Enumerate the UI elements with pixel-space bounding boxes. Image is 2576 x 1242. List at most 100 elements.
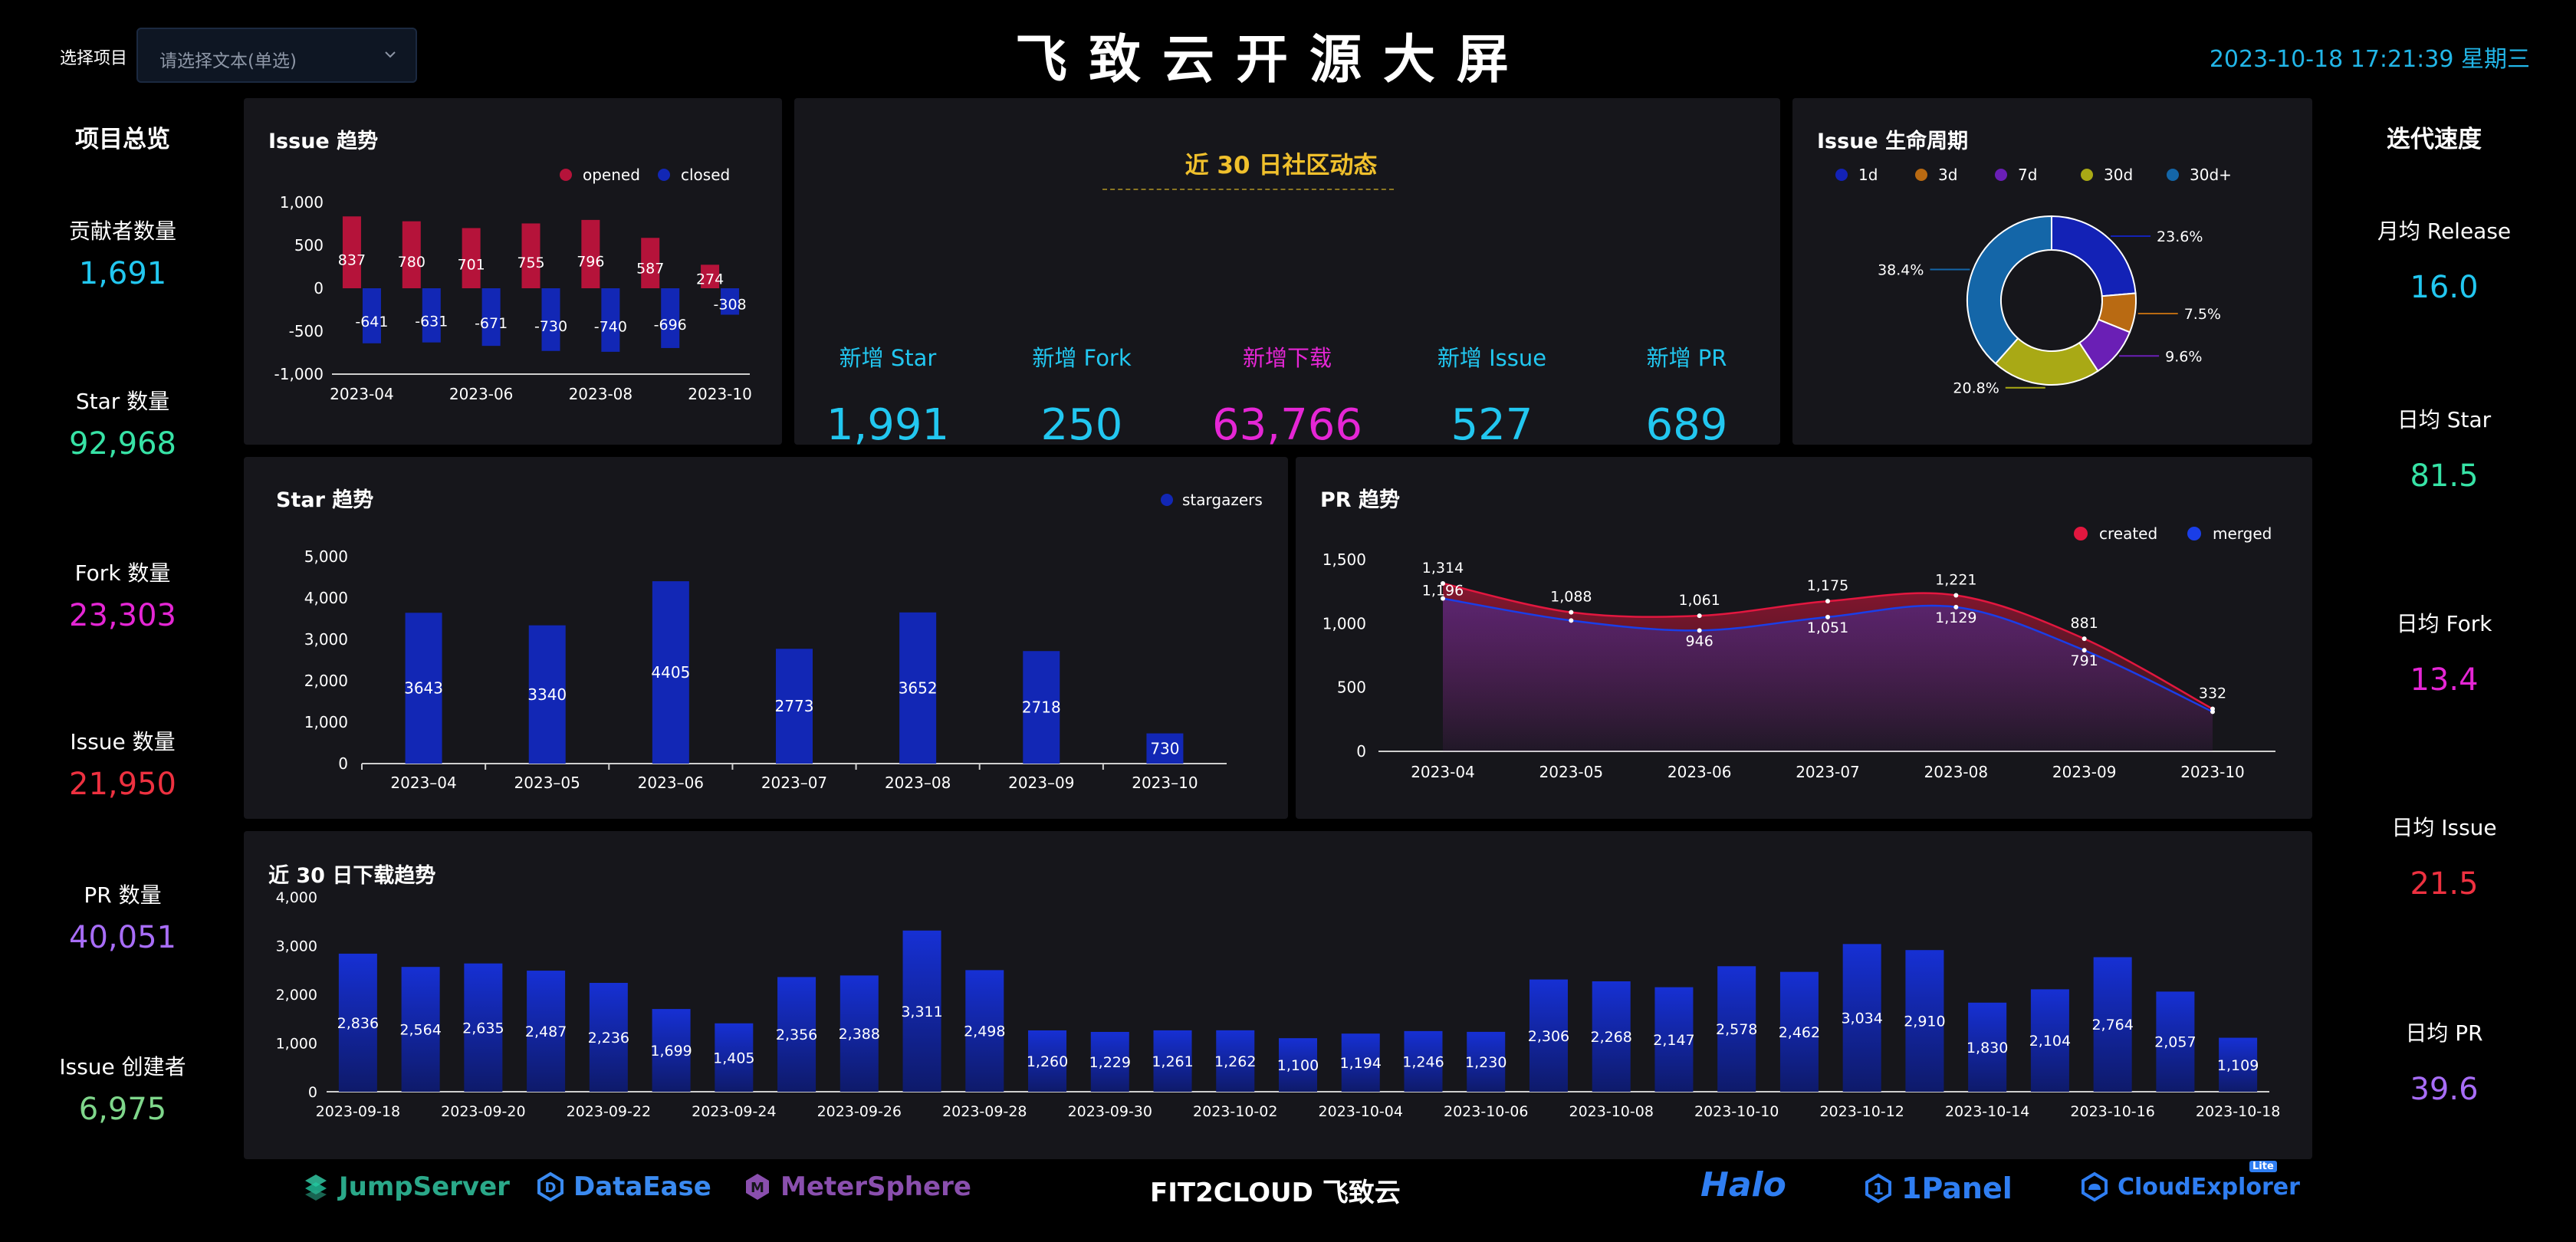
overview-heading: 项目总览 — [75, 126, 170, 153]
point-created — [1697, 613, 1702, 619]
bar-downloads — [1968, 1002, 2007, 1092]
x-tick-label: 2023-09-30 — [1068, 1103, 1152, 1120]
legend-label: closed — [681, 166, 730, 184]
data-label: 274 — [696, 271, 724, 288]
bar-downloads — [2093, 957, 2132, 1092]
legend-dot — [2167, 169, 2179, 181]
data-label: 2773 — [775, 697, 814, 715]
metersphere-logo[interactable]: M MeterSphere — [742, 1171, 971, 1202]
issue-trend-panel: Issue 趋势 1,000 500 0 -500 -1,000 837 -641 780 -6… — [244, 98, 782, 445]
data-label: -671 — [475, 315, 508, 332]
data-label: 2718 — [1022, 698, 1061, 717]
bar-downloads — [840, 975, 879, 1092]
bar-downloads — [2030, 989, 2069, 1092]
overview-stat-label: Issue 数量 — [70, 729, 176, 754]
jumpserver-logo[interactable]: JumpServer — [301, 1171, 510, 1202]
x-tick-label: 2023-10-06 — [1444, 1103, 1528, 1120]
y-tick-label: 2,000 — [276, 987, 317, 1004]
fit2cloud-logo[interactable]: FIT2CLOUD 飞致云 — [1150, 1171, 1401, 1209]
issue-lifecycle-chart: 23.6% 7.5% 9.6% 20.8% 38.4% 1d 3d 7d 30d 30d+ — [1835, 166, 2232, 397]
x-tick-label: 2023-04 — [330, 385, 394, 403]
bar-downloads — [401, 967, 440, 1092]
x-tick-label: 2023-10 — [2180, 763, 2245, 781]
x-tick-label: 2023-09 — [2052, 763, 2117, 781]
velocity-stat-value: 13.4 — [2410, 662, 2479, 698]
1panel-logo[interactable]: 1 1Panel — [1863, 1171, 2013, 1205]
x-tick-label: 2023-05 — [1539, 763, 1604, 781]
dataease-logo[interactable]: D DataEase — [535, 1171, 711, 1202]
data-label: 1,261 — [1152, 1053, 1193, 1070]
data-label: 2,578 — [1716, 1021, 1757, 1038]
bar-downloads — [652, 1009, 691, 1092]
pie-value-label: 20.8% — [1953, 380, 1999, 397]
bar-closed — [362, 288, 381, 343]
legend-dot — [1915, 169, 1927, 181]
star-trend-panel: Star 趋势 5,000 4,000 3,000 2,000 1,000 0 3643 20… — [244, 457, 1288, 819]
bar-closed — [601, 288, 620, 352]
point-created — [1569, 610, 1574, 615]
data-label: 3340 — [527, 685, 567, 704]
dataease-icon: D — [537, 1171, 564, 1202]
x-tick-label: 2023-09-26 — [817, 1103, 902, 1120]
bar-downloads — [464, 963, 503, 1092]
x-tick-label: 2023-10-08 — [1569, 1103, 1653, 1120]
bar-stargazers — [1146, 733, 1184, 764]
cloudexplorer-logo[interactable]: CloudExplorer Lite — [2079, 1161, 2300, 1202]
bar-opened — [701, 264, 720, 288]
x-tick-label: 2023-09-28 — [942, 1103, 1027, 1120]
bar-downloads — [1905, 950, 1944, 1092]
data-label: 1,061 — [1678, 592, 1720, 609]
y-tick-label: 1,000 — [1322, 614, 1366, 632]
pie-value-label: 9.6% — [2165, 348, 2202, 365]
data-label: 1,246 — [1402, 1053, 1444, 1070]
y-tick-label: 3,000 — [276, 938, 317, 955]
point-created — [1441, 581, 1445, 586]
x-tick-label: 2023-10-14 — [1945, 1103, 2029, 1120]
legend-label: 7d — [2018, 166, 2037, 184]
x-tick-label: 2023-09-22 — [567, 1103, 651, 1120]
data-label: 2,910 — [1904, 1014, 1945, 1030]
x-tick-label: 2023-09-20 — [441, 1103, 525, 1120]
jumpserver-icon — [305, 1175, 327, 1201]
bar-downloads — [1153, 1030, 1192, 1092]
issue-trend-chart: 1,000 500 0 -500 -1,000 837 -641 780 -631 701 -671… — [274, 166, 752, 403]
data-label: 2,356 — [776, 1027, 817, 1043]
legend-dot — [1995, 169, 2007, 181]
x-tick-label: 2023-07 — [1796, 763, 1860, 781]
halo-logo[interactable]: Halo — [1700, 1165, 1786, 1204]
project-select[interactable]: 请选择文本(单选) — [136, 28, 417, 83]
page-title: 飞致云开源大屏 — [1014, 30, 1530, 90]
overview-stat-value: 6,975 — [78, 1092, 167, 1127]
pie-value-label: 23.6% — [2157, 228, 2203, 245]
lite-badge: Lite — [2249, 1161, 2277, 1172]
data-label: 3,311 — [901, 1004, 942, 1020]
x-tick-label: 2023-10-12 — [1819, 1103, 1904, 1120]
x-tick-label: 2023-10-10 — [1694, 1103, 1779, 1120]
data-label: 1,262 — [1214, 1053, 1256, 1070]
data-label: 1,229 — [1089, 1054, 1131, 1071]
community-item-value: 527 — [1451, 400, 1533, 450]
overview-stat-value: 40,051 — [69, 920, 176, 955]
data-label: 2,635 — [462, 1020, 504, 1037]
bar-downloads — [1654, 987, 1694, 1092]
pie-value-label: 7.5% — [2184, 306, 2221, 323]
fit2cloud-label: FIT2CLOUD 飞致云 — [1150, 1178, 1401, 1208]
overview-stat-label: 贡献者数量 — [68, 219, 176, 244]
download-trend-panel: 近 30 日下载趋势 4,000 3,000 2,000 1,000 0 2,836 2,5… — [244, 831, 2312, 1159]
bar-opened — [342, 216, 361, 288]
y-tick-label: 1,000 — [280, 193, 324, 212]
x-tick-label: 2023-10 — [688, 385, 752, 403]
bar-downloads — [1279, 1038, 1317, 1092]
bar-downloads — [1341, 1033, 1380, 1092]
cloudexplorer-icon — [2082, 1171, 2108, 1202]
x-tick-label: 2023-04 — [1411, 763, 1475, 781]
point-merged — [1825, 614, 1830, 619]
x-tick-label: 2023–04 — [390, 774, 456, 792]
data-label: 1,221 — [1935, 572, 1976, 589]
x-tick-label: 2023-10-18 — [2196, 1103, 2280, 1120]
bar-downloads — [1529, 979, 1568, 1092]
data-label: 3,034 — [1841, 1010, 1882, 1027]
velocity-stat-label: 月均 Release — [2377, 219, 2512, 244]
x-tick-label: 2023–09 — [1008, 774, 1074, 792]
overview-stat-value: 92,968 — [69, 426, 176, 462]
